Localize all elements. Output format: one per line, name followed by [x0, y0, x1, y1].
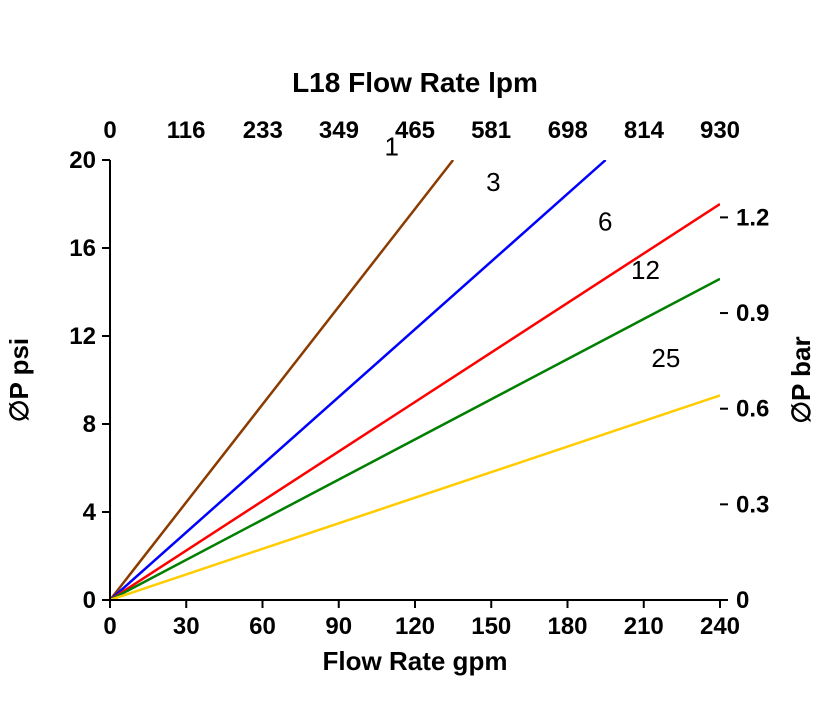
y-left-tick-label: 8 — [83, 411, 96, 438]
x-bottom-tick-label: 60 — [249, 613, 276, 640]
x-top-tick-label: 0 — [103, 117, 116, 144]
series-label-25: 25 — [651, 343, 680, 373]
pressure-flow-chart: 13612250306090120150180210240Flow Rate g… — [0, 0, 836, 702]
x-top-tick-label: 349 — [319, 117, 359, 144]
y-right-tick-label: 1.2 — [736, 204, 769, 231]
x-bottom-tick-label: 240 — [700, 613, 740, 640]
x-top-tick-label: 233 — [243, 117, 283, 144]
chart-title: L18 Flow Rate lpm — [292, 67, 538, 98]
y-right-tick-label: 0.6 — [736, 396, 769, 423]
x-top-tick-label: 698 — [548, 117, 588, 144]
y-left-tick-label: 12 — [69, 323, 96, 350]
y-right-tick-label: 0.9 — [736, 300, 769, 327]
x-bottom-tick-label: 210 — [624, 613, 664, 640]
x-top-tick-label: 814 — [624, 117, 665, 144]
y-left-title: ∅P psi — [4, 338, 34, 422]
chart-container: 13612250306090120150180210240Flow Rate g… — [0, 0, 836, 702]
y-right-tick-label: 0 — [736, 587, 749, 614]
series-label-3: 3 — [486, 167, 500, 197]
chart-background — [0, 0, 836, 702]
series-label-12: 12 — [631, 255, 660, 285]
y-left-tick-label: 4 — [83, 499, 97, 526]
x-bottom-tick-label: 90 — [325, 613, 352, 640]
y-left-tick-label: 20 — [69, 147, 96, 174]
y-right-tick-label: 0.3 — [736, 491, 769, 518]
series-label-6: 6 — [598, 206, 612, 236]
x-top-tick-label: 465 — [395, 117, 435, 144]
x-bottom-tick-label: 30 — [173, 613, 200, 640]
x-bottom-tick-label: 120 — [395, 613, 435, 640]
x-bottom-tick-label: 150 — [471, 613, 511, 640]
y-left-tick-label: 0 — [83, 587, 96, 614]
y-left-tick-label: 16 — [69, 235, 96, 262]
x-top-tick-label: 581 — [471, 117, 511, 144]
y-right-title: ∅P bar — [786, 336, 816, 423]
x-bottom-tick-label: 180 — [547, 613, 587, 640]
x-bottom-title: Flow Rate gpm — [323, 646, 508, 676]
x-top-tick-label: 116 — [167, 117, 206, 144]
x-top-tick-label: 930 — [700, 117, 740, 144]
x-bottom-tick-label: 0 — [103, 613, 116, 640]
